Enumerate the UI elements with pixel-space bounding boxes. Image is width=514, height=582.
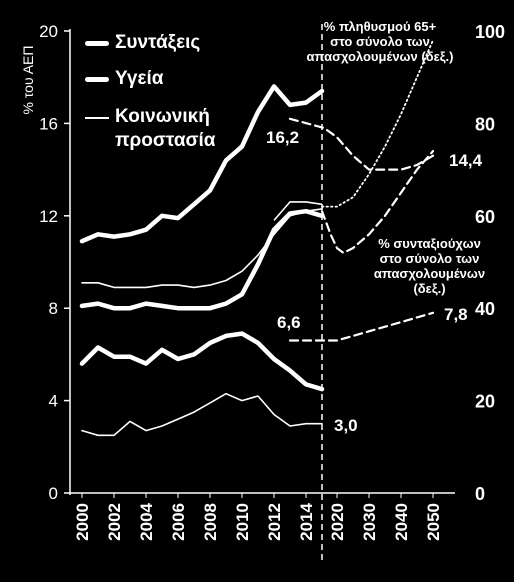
- annotation-pop65-line-1: % πληθυσμού 65+: [323, 19, 437, 34]
- annotation-pensioners: % συνταξιούχων στο σύνολο των απασχολουμ…: [372, 236, 487, 296]
- annotation-pop65: % πληθυσμού 65+ στο σύνολο των απασχολου…: [290, 19, 470, 64]
- x-tick-label: 2020: [328, 503, 347, 541]
- annotation-pop65-line-2: στο σύνολο των: [330, 34, 430, 49]
- y-axis-label-left: % του ΑΕΠ: [20, 45, 36, 115]
- y-tick-label-left: 4: [49, 392, 58, 411]
- y-tick-label-left: 16: [39, 114, 58, 133]
- annotation-pop65-line-3: απασχολουμένων (δεξ.): [306, 49, 454, 64]
- annotation-pensioners-line-2: στο σύνολο των: [379, 251, 480, 266]
- y-tick-label-right: 20: [475, 392, 495, 412]
- series-line-2: [81, 392, 323, 437]
- x-tick-label: 2004: [137, 502, 156, 540]
- legend-swatch-pensions: [85, 41, 109, 46]
- series-line-3: [81, 208, 323, 289]
- series-line-0: [79, 84, 325, 244]
- y-tick-label-left: 8: [49, 299, 58, 318]
- y-tick-label-right: 0: [475, 484, 485, 504]
- y-tick-label-right: 40: [475, 299, 495, 319]
- annotation-pensioners-line-1: % συνταξιούχων: [378, 236, 481, 251]
- legend-label-health: Υγεία: [115, 68, 164, 89]
- x-tick-label: 2010: [233, 503, 252, 541]
- data-label-3-0: 3,0: [334, 416, 358, 435]
- legend-swatch-social: [85, 117, 109, 119]
- data-label-6-6: 6,6: [277, 313, 301, 332]
- y-tick-label-left: 12: [39, 207, 58, 226]
- y-tick-label-right: 80: [475, 114, 495, 134]
- data-label-16-2: 16,2: [266, 128, 300, 147]
- data-label-7-8: 7,8: [444, 305, 468, 324]
- annotation-pensioners-line-4: (δεξ.): [413, 281, 446, 296]
- x-tick-label: 2006: [169, 503, 188, 541]
- legend-swatch-health: [85, 77, 109, 82]
- x-tick-label: 2014: [297, 502, 316, 540]
- x-tick-label: 2002: [105, 503, 124, 541]
- series-line-1: [79, 331, 325, 392]
- x-tick-label: 2030: [360, 503, 379, 541]
- series-line-5: [321, 39, 434, 208]
- y-tick-label-right: 60: [475, 207, 495, 227]
- series-envelope-upper-0: [273, 201, 323, 221]
- x-tick-label: 2050: [424, 503, 443, 541]
- data-label-14-4: 14,4: [449, 151, 483, 170]
- series-line-6: [288, 117, 435, 171]
- series-line-8: [288, 311, 435, 342]
- y-tick-label-left: 20: [39, 22, 58, 41]
- series-line-7: [320, 150, 435, 254]
- y-tick-label-right: 100: [475, 22, 505, 42]
- x-tick-label: 2040: [392, 503, 411, 541]
- x-tick-label: 2008: [201, 503, 220, 541]
- x-tick-label: 2000: [73, 503, 92, 541]
- y-tick-label-left: 0: [49, 484, 58, 503]
- series-line-4: [79, 208, 325, 311]
- chart-marks: [79, 24, 435, 560]
- annotation-pensioners-line-3: απασχολουμένων: [373, 266, 486, 281]
- x-tick-label: 2012: [265, 503, 284, 541]
- legend-label-pensions: Συντάξεις: [115, 32, 201, 53]
- legend-label-social: Κοινωνική προστασία: [115, 106, 216, 151]
